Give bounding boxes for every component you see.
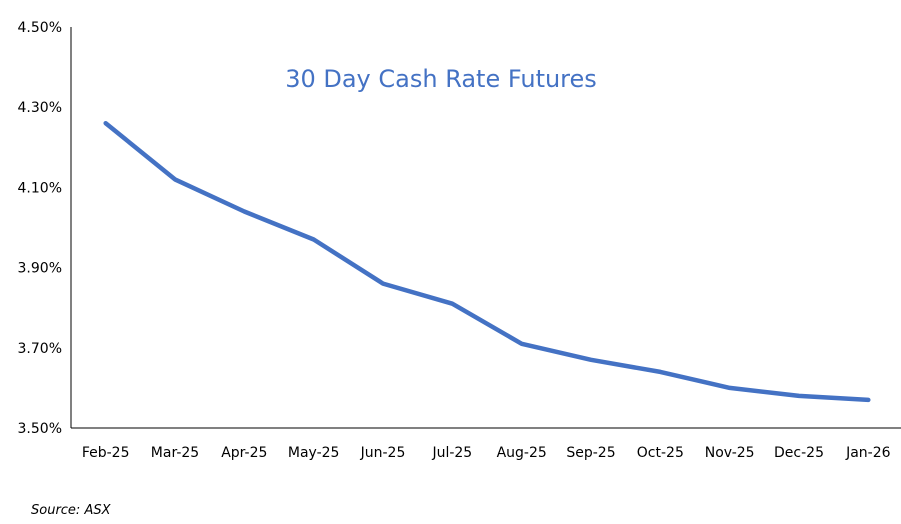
x-tick-label: Jul-25	[431, 445, 472, 461]
y-axis: 3.50% 3.70% 3.90% 4.10% 4.30% 4.50%	[18, 20, 72, 437]
x-tick-label: Nov-25	[705, 445, 755, 461]
y-tick-label: 3.90%	[18, 261, 62, 277]
series-line	[103, 120, 871, 403]
x-tick-label: Feb-25	[82, 445, 130, 461]
x-tick-label: Jan-26	[845, 445, 891, 461]
x-tick-label: Dec-25	[774, 445, 824, 461]
x-tick-label: Oct-25	[637, 445, 684, 461]
x-tick-label: Aug-25	[497, 445, 547, 461]
x-tick-label: Sep-25	[566, 445, 615, 461]
y-tick-label: 4.10%	[18, 180, 62, 196]
chart-title: 30 Day Cash Rate Futures	[285, 65, 597, 93]
x-tick-label: Jun-25	[360, 445, 406, 461]
y-tick-label: 4.30%	[18, 100, 62, 116]
y-tick-label: 3.70%	[18, 341, 62, 357]
x-tick-label: May-25	[288, 445, 340, 461]
x-tick-label: Apr-25	[221, 445, 267, 461]
y-tick-label: 4.50%	[18, 20, 62, 36]
x-tick-label: Mar-25	[151, 445, 199, 461]
y-tick-label: 3.50%	[18, 421, 62, 437]
source-note: Source: ASX	[31, 503, 112, 518]
x-axis: Feb-25 Mar-25 Apr-25 May-25 Jun-25 Jul-25 Aug-…	[71, 427, 901, 461]
series	[103, 120, 871, 403]
